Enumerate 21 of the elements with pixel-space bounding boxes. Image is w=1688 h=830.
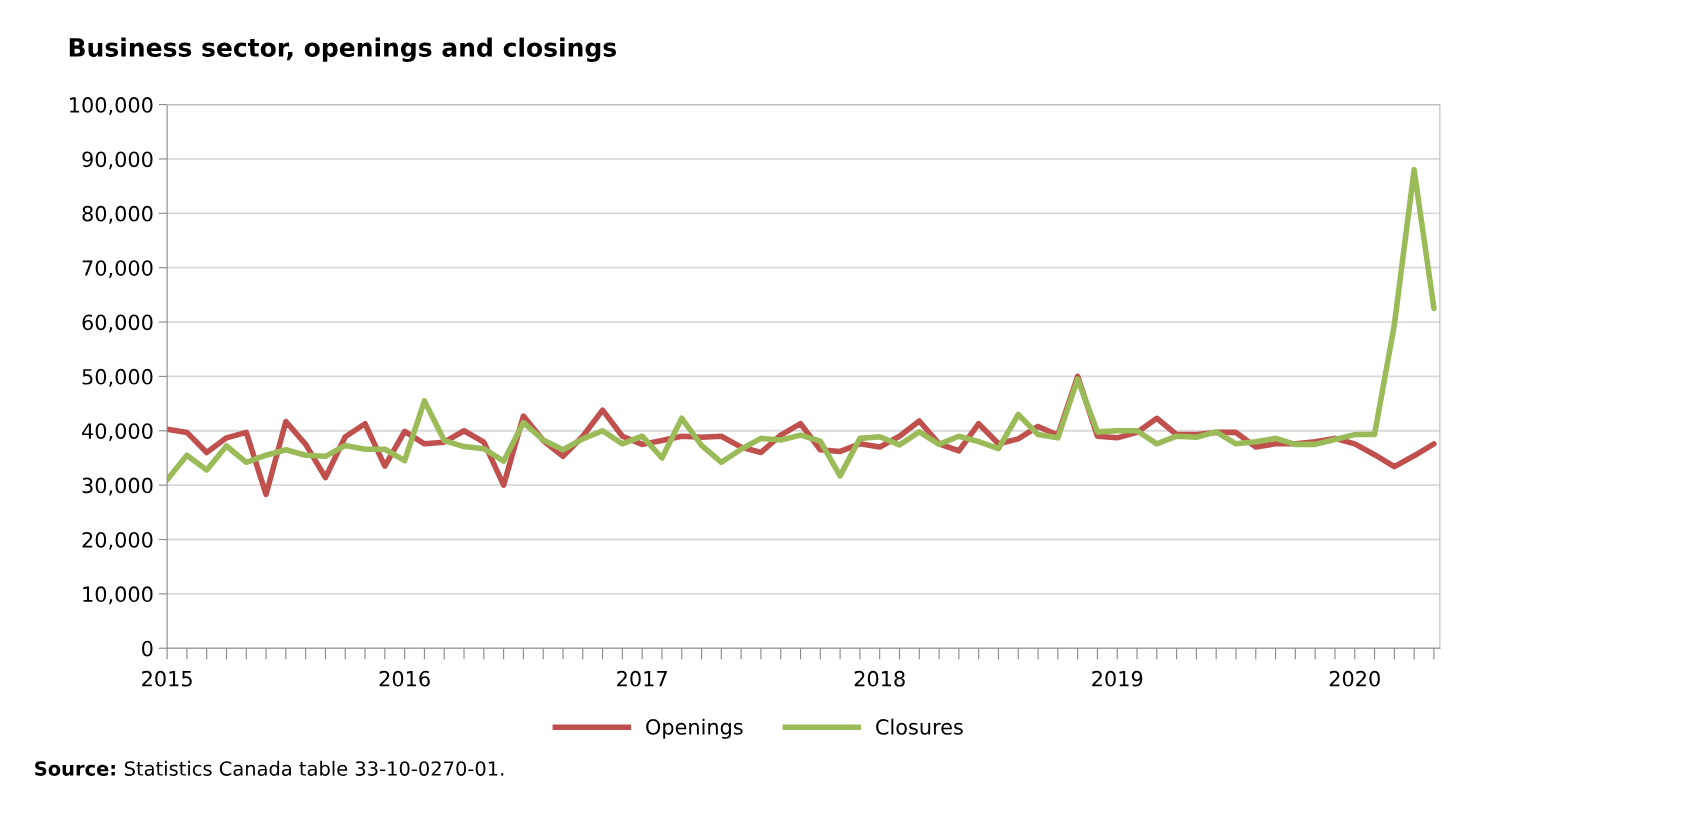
y-tick-label: 90,000 <box>82 151 153 170</box>
y-tick-label: 10,000 <box>83 586 153 605</box>
y-tick-label: 0 <box>142 640 153 657</box>
y-tick-label: 80,000 <box>82 205 153 224</box>
x-tick-label: 2016 <box>379 670 430 687</box>
legend-label: Openings <box>646 718 743 739</box>
y-tick-label: 50,000 <box>82 368 153 387</box>
y-tick-label: 100,000 <box>70 97 153 115</box>
source-note: Source: Statistics Canada table 33-10-0270-01. <box>35 760 504 776</box>
x-tick-label: 2020 <box>1329 670 1380 687</box>
x-tick-label: 2019 <box>1092 670 1143 687</box>
x-tick-label: 2015 <box>142 670 192 687</box>
x-tick-label: 2018 <box>854 670 905 687</box>
y-tick-label: 70,000 <box>82 260 153 279</box>
chart-title: Business sector, openings and closings <box>69 37 616 62</box>
y-tick-label: 40,000 <box>82 423 153 442</box>
y-tick-label: 60,000 <box>82 314 153 333</box>
y-tick-label: 20,000 <box>82 531 153 550</box>
legend-label: Closures <box>876 718 963 735</box>
y-tick-label: 30,000 <box>82 477 153 496</box>
x-tick-label: 2017 <box>617 670 667 687</box>
